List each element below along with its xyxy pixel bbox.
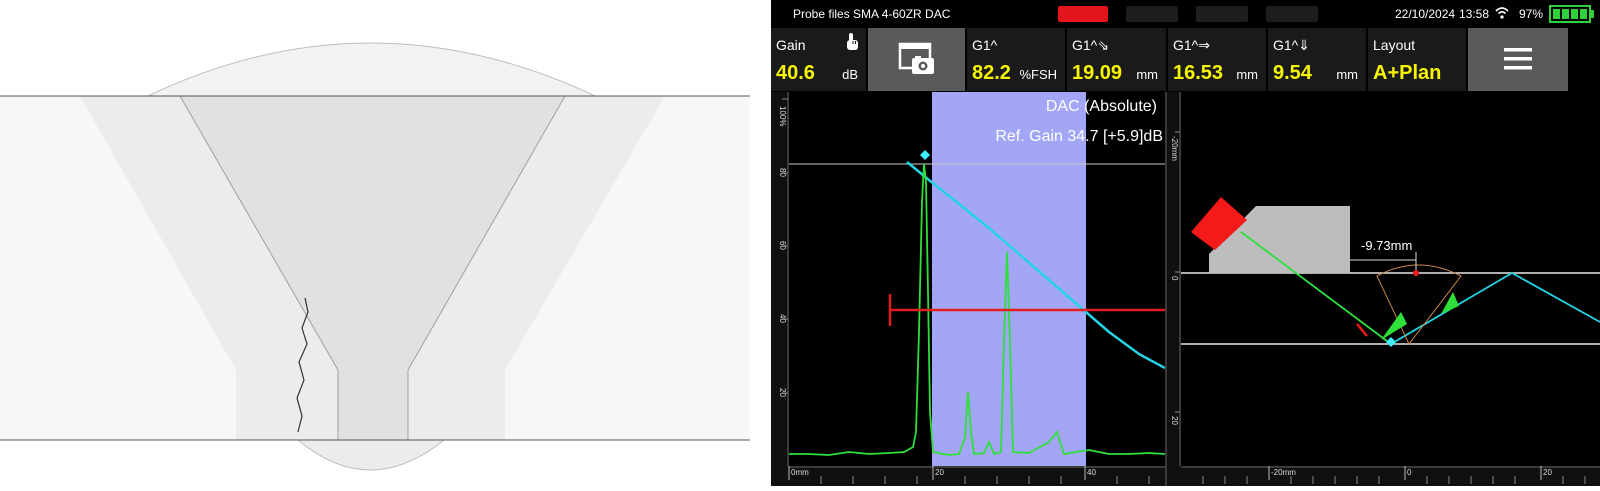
amplitude-unit: %FSH [1019,67,1057,82]
panel-divider [1165,92,1167,486]
soundpath-value: 19.09 [1072,62,1123,84]
plan-x-tick-0: 0 [1407,468,1412,477]
plan-y-tick-0: 0 [1170,276,1179,281]
reference-gain-label: Ref. Gain 34.7 [+5.9]dB [995,128,1163,145]
gain-value: 40.6 [776,62,815,84]
touch-hand-icon[interactable] [844,32,860,52]
ascan-amplitude-ruler: 100% 80 60 40 20 [771,92,789,486]
amplitude-cell[interactable]: G1^ 82.2 %FSH [967,28,1065,91]
battery-icon [1549,5,1594,23]
weld-cross-section [0,42,750,471]
probe-transducer [1191,197,1247,250]
layout-value: A+Plan [1373,62,1442,84]
plan-surface-ruler: -20mm 0 20 [1167,466,1600,486]
beam-peak-marker [1386,337,1396,347]
gate-c-indicator [1266,6,1318,22]
ascan-y-tick-60: 60 [778,241,787,250]
ascan-soundpath-ruler: 0mm 20 40 [771,466,1165,486]
gain-unit: dB [842,67,858,82]
weld-root [296,439,446,471]
menu-button[interactable] [1468,28,1568,91]
ascan-display[interactable]: DAC (Absolute) Ref. Gain 34.7 [+5.9]dB [789,92,1166,466]
offset-label: -9.73mm [1361,238,1412,253]
plan-surface-scale: -20mm 0 20 [1181,466,1600,484]
screen-capture-icon [898,42,934,74]
ascan-plot [789,92,1166,466]
amplitude-value: 82.2 [972,62,1011,84]
soundpath-unit: mm [1136,67,1158,82]
weld-cap [147,42,596,97]
battery-percent: 97% [1519,7,1544,21]
hamburger-menu-icon [1504,48,1532,70]
soundpath-label: G1^⇘ [1072,37,1109,53]
status-time: 13:58 [1459,7,1490,21]
beam-leg-3 [1511,272,1600,323]
gain-cell[interactable]: Gain 40.6 dB [771,28,866,91]
status-bar: Probe files SMA 4-60ZR DAC 22/10/2024 13… [771,0,1600,28]
plan-view: -9.73mm [1181,92,1600,466]
probe-wedge [1209,206,1350,273]
parameter-bar: Gain 40.6 dB G1^ 82.2 %FSH [771,28,1600,91]
depth-unit: mm [1336,67,1358,82]
status-date: 22/10/2024 [1395,7,1456,21]
weld-diagram [0,0,750,486]
peak-marker [920,150,930,160]
dac-curve [906,161,1166,370]
ascan-soundpath-scale: 0mm 20 40 [788,466,1165,484]
gain-label: Gain [776,37,806,53]
screenshot-button[interactable] [868,28,965,91]
ascan-y-tick-40: 40 [778,314,787,323]
gate-b-indicator [1196,6,1248,22]
surface-distance-value: 16.53 [1173,62,1224,84]
layout-cell[interactable]: Layout A+Plan [1368,28,1466,91]
surface-distance-unit: mm [1236,67,1258,82]
layout-label: Layout [1373,37,1416,53]
ascan-y-tick-20: 20 [778,388,787,397]
ascan-y-tick-80: 80 [778,168,787,177]
surface-distance-label: G1^⇒ [1173,37,1210,53]
ascan-y-tick-100: 100% [778,106,787,126]
ascan-amplitude-scale: 100% 80 60 40 20 [778,92,789,466]
ascan-x-tick-0: 0mm [791,468,809,477]
gate-start-marker [1356,323,1368,337]
flaw-detector-screen: Probe files SMA 4-60ZR DAC 22/10/2024 13… [771,0,1600,486]
ascan-echo-trace [789,163,1166,456]
plan-depth-ruler: -20mm 0 20 [1167,92,1181,486]
indication-marker-1 [1381,312,1407,340]
dac-mode-label: DAC (Absolute) [1045,98,1157,115]
weld-center-marker [1413,270,1419,276]
surface-distance-cell[interactable]: G1^⇒ 16.53 mm [1168,28,1266,91]
alarm-indicator [1058,6,1108,22]
plan-y-tick-20: 20 [1170,416,1179,425]
ascan-x-tick-20: 20 [935,468,944,477]
depth-cell[interactable]: G1^⇓ 9.54 mm [1268,28,1366,91]
plan-x-tick-20: 20 [1543,468,1552,477]
gate-a-indicator [1126,6,1178,22]
plan-depth-scale: -20mm 0 20 [1170,92,1181,466]
depth-label: G1^⇓ [1273,37,1310,53]
depth-value: 9.54 [1273,62,1312,84]
plan-y-tick-minus20: -20mm [1170,136,1179,161]
wifi-icon [1495,7,1509,19]
weld-outline [1376,264,1462,345]
plan-x-tick-minus20: -20mm [1271,468,1296,477]
ascan-x-tick-40: 40 [1087,468,1096,477]
indication-marker-2 [1441,292,1459,314]
amplitude-label: G1^ [972,37,998,53]
gate-window [932,92,1086,466]
plan-view-display[interactable]: -9.73mm [1181,92,1600,466]
beam-leg-1 [1240,231,1392,345]
soundpath-cell[interactable]: G1^⇘ 19.09 mm [1067,28,1166,91]
crack-defect [296,297,309,433]
file-title: Probe files SMA 4-60ZR DAC [793,7,951,21]
